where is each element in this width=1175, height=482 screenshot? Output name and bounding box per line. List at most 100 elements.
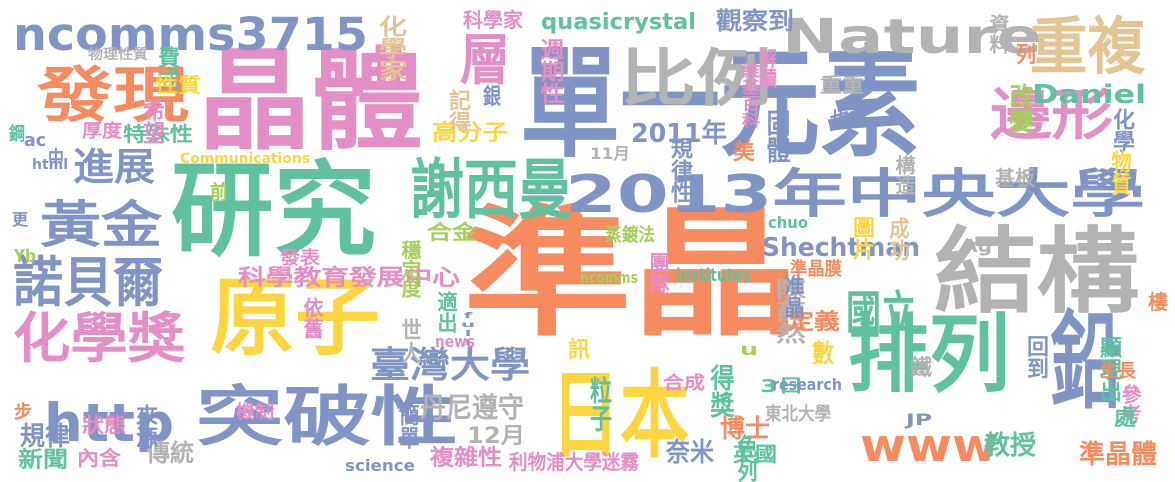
cloud-word: 記得 — [445, 89, 470, 133]
cloud-word: 博士 — [720, 414, 771, 443]
cloud-word: www — [860, 419, 999, 472]
cloud-word: science — [345, 456, 416, 475]
cloud-word: 穩定度 — [398, 240, 422, 299]
cloud-word: 黃金 — [40, 196, 162, 254]
cloud-word: 日本 — [551, 361, 690, 471]
cloud-word: 晶體 — [198, 37, 423, 165]
cloud-word: 樓 — [1148, 290, 1168, 314]
cloud-word: Yb — [14, 246, 36, 267]
cloud-word: 訊 — [568, 338, 591, 363]
cloud-word: 結構 — [934, 218, 1140, 326]
cloud-word: 維基百科 — [739, 62, 760, 129]
cloud-word: 厚度 — [82, 121, 122, 142]
cloud-word: JP — [906, 410, 933, 429]
cloud-word: 前 — [210, 180, 228, 204]
cloud-word: 重重 — [820, 73, 864, 97]
cloud-word: 狀態 — [82, 413, 126, 437]
cloud-word: 參考 — [1118, 384, 1142, 424]
cloud-word: 世人 — [398, 318, 422, 364]
cloud-word: 解讀 — [756, 48, 777, 88]
cloud-word: 單一元素 — [520, 35, 920, 174]
cloud-word: 排列 — [848, 306, 1011, 405]
cloud-word: 教授 — [984, 431, 1036, 461]
cloud-word: 特殊性 — [123, 122, 194, 146]
cloud-word: Ag — [962, 236, 992, 257]
cloud-word: u — [740, 340, 758, 359]
cloud-word: 顯現出 — [1096, 336, 1121, 402]
cloud-word: 週期性 — [536, 38, 564, 105]
cloud-word: 希望 — [139, 98, 164, 145]
cloud-word: 處 — [1114, 406, 1137, 431]
cloud-word: 新聞 — [18, 448, 69, 473]
cloud-word: ncomms3715 — [13, 8, 368, 61]
cloud-word: 步 — [14, 402, 32, 423]
cloud-word: 比例 — [620, 42, 773, 115]
cloud-word: 團隊 — [646, 252, 670, 294]
cloud-word: 11月 — [590, 144, 631, 163]
cloud-word: 3日 — [760, 376, 804, 397]
cloud-word: 諾貝爾 — [13, 251, 163, 314]
cloud-word: 科學家 — [463, 8, 523, 32]
cloud-word: 物質 — [1108, 150, 1132, 196]
cloud-word: quasicrystal — [541, 10, 696, 35]
cloud-word: 內含 — [77, 446, 121, 470]
cloud-word: http — [44, 393, 174, 454]
cloud-word: 簡單 — [396, 403, 420, 449]
cloud-word: 合金 — [427, 220, 477, 244]
cloud-word: 機制 — [236, 402, 275, 423]
cloud-word: 準晶 — [463, 193, 800, 356]
cloud-word: 規律性 — [667, 137, 692, 203]
cloud-word: 依舊 — [300, 297, 324, 339]
cloud-word: ncomms — [580, 268, 639, 287]
cloud-word: 也許 — [830, 106, 870, 130]
cloud-word: 傳統 — [146, 439, 194, 467]
cloud-word: 生長 — [1100, 361, 1136, 382]
cloud-word: 准晶 — [781, 274, 805, 318]
cloud-word: 更 — [12, 210, 28, 229]
cloud-word: 2013年中央大學 — [565, 165, 1145, 225]
cloud-word: 準晶體 — [1079, 440, 1157, 470]
cloud-word: 資料 — [986, 14, 1010, 54]
cloud-word: 鋼 — [9, 124, 26, 145]
cloud-word: 來源 — [132, 404, 157, 448]
cloud-word: institutes — [676, 265, 751, 286]
cloud-word: 化學家 — [375, 15, 408, 81]
cloud-word: ac — [24, 130, 46, 151]
cloud-word: 回到 — [1023, 335, 1048, 379]
cloud-word: research — [772, 375, 843, 394]
cloud-word: 東北大學 — [765, 404, 832, 425]
cloud-word: 高分子 — [432, 121, 508, 146]
cloud-word: 研究 — [171, 151, 376, 271]
cloud-word: 粒子 — [586, 376, 611, 432]
cloud-word: 謝西曼 — [410, 153, 572, 228]
cloud-word: 固體 — [762, 109, 790, 163]
cloud-word: 國立 — [846, 286, 916, 339]
cloud-word: 層 — [460, 28, 510, 92]
cloud-word: 準晶膜 — [790, 259, 843, 280]
cloud-word: Communications — [180, 151, 310, 167]
cloud-word: 英國 — [733, 442, 777, 466]
cloud-word: Daniel — [1032, 80, 1147, 110]
cloud-word: 美 — [733, 140, 756, 165]
cloud-word: html — [32, 157, 69, 173]
cloud-word: 丹尼遵守 — [420, 391, 524, 424]
cloud-word: Shechtman — [762, 233, 920, 263]
cloud-word: 中 — [48, 146, 64, 170]
cloud-word: 2011年 — [631, 119, 728, 149]
cloud-word: 複雜性 — [430, 446, 503, 471]
cloud-word: 邊形 — [990, 83, 1113, 147]
cloud-word: 圖片 — [849, 216, 874, 260]
cloud-word: 基板 — [995, 166, 1035, 190]
cloud-word: 12月 — [467, 424, 525, 449]
cloud-word: 適出 — [434, 291, 458, 333]
cloud-word: 蒸鍍法 — [605, 225, 655, 246]
cloud-word: 得獎 — [706, 364, 734, 418]
cloud-word: full — [456, 311, 480, 347]
cloud-word: 陳藹然 — [770, 278, 805, 344]
cloud-word: 定義 — [788, 310, 841, 335]
cloud-word: 構造 — [892, 155, 916, 195]
cloud-word: 觀察到 — [716, 7, 794, 35]
cloud-word: 化學 — [1109, 108, 1134, 152]
cloud-word: 數 — [812, 339, 835, 368]
